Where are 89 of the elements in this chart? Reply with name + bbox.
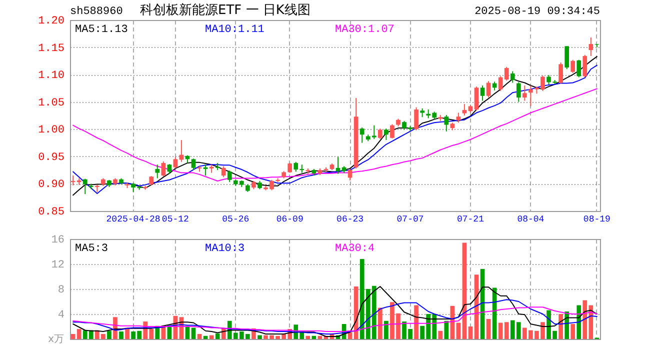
x-tick-label: 2025-04-28 (106, 214, 160, 224)
candlestick (155, 164, 160, 179)
x-tick-label: 08-19 (583, 214, 610, 224)
bar (486, 319, 491, 339)
candlestick (510, 70, 515, 84)
candlestick (570, 59, 576, 74)
candlestick (480, 84, 485, 102)
candlestick (82, 178, 88, 195)
bar (191, 328, 196, 339)
bar (456, 322, 461, 339)
x-tick-label: 06-23 (336, 214, 364, 224)
text: MA5:3 (75, 243, 108, 255)
text: MA5:1.13 (75, 24, 128, 36)
text: MA30:1.07 (335, 24, 394, 36)
bar (450, 306, 455, 339)
candlestick (390, 124, 394, 139)
bar (570, 324, 576, 339)
bar (378, 308, 382, 339)
y-axis-title: x万 (48, 334, 64, 345)
text: MA10:1.11 (205, 24, 265, 36)
candlestick (360, 127, 364, 144)
candlestick (522, 84, 527, 102)
y-tick-label: 1.00 (38, 124, 64, 137)
y-tick-label: 0.90 (38, 179, 64, 192)
candlestick (588, 36, 594, 57)
candlestick (173, 156, 178, 169)
candlestick (384, 128, 388, 141)
line-series (72, 286, 598, 337)
bar (306, 336, 310, 339)
candlestick (167, 164, 172, 174)
y-tick-label: 0.95 (38, 152, 64, 164)
bar (119, 332, 124, 339)
x-tick-label: 07-07 (396, 214, 424, 224)
x-tick-label: 06-09 (276, 214, 304, 224)
x-tick-label: 05-12 (162, 214, 189, 224)
candlestick (474, 86, 479, 112)
y-tick-label: 1.05 (38, 97, 64, 110)
bar (576, 305, 582, 339)
candlestick (444, 114, 449, 132)
bar (70, 334, 76, 339)
bar (558, 314, 563, 339)
candlestick (191, 158, 196, 171)
line-series (72, 88, 598, 182)
candlestick (288, 162, 292, 174)
candlestick (564, 46, 569, 70)
candlestick (378, 128, 382, 140)
y-tick-label: 1.10 (38, 70, 64, 82)
x-tick-label: 08-04 (517, 214, 544, 224)
candlestick (486, 80, 491, 98)
bar (444, 320, 449, 339)
candlestick (528, 84, 533, 107)
chart-title: 科创板新能源ETF 一 日K线图 (140, 3, 310, 18)
bar (414, 305, 418, 339)
y-tick-label: 8 (58, 284, 64, 296)
y-tick-label: 4 (58, 310, 65, 322)
x-tick-label: 07-21 (456, 214, 484, 224)
candlestick (582, 54, 588, 78)
x-tick-label: 05-26 (222, 214, 250, 224)
candlestick (161, 160, 166, 178)
bar (215, 333, 220, 339)
candlestick (348, 168, 352, 181)
y-tick-label: 1.15 (38, 42, 64, 55)
bar (384, 320, 388, 339)
bar (167, 326, 172, 339)
y-tick-label: 16 (51, 234, 64, 246)
candlestick (221, 166, 226, 178)
text: MA30:4 (335, 243, 376, 255)
bar (468, 326, 473, 339)
y-tick-label: 1.20 (38, 16, 64, 28)
bar (197, 334, 202, 339)
candlestick (576, 59, 582, 78)
candlestick (462, 104, 467, 116)
text: 2025-08-19 09:34:45 (474, 6, 600, 18)
bar (258, 335, 262, 339)
y-tick-label: 12 (51, 260, 64, 272)
line-series (72, 306, 598, 332)
line-series (72, 299, 598, 334)
y-tick-label: 0.85 (38, 206, 64, 218)
bar (438, 330, 443, 339)
bar (107, 330, 112, 339)
candlestick (414, 106, 418, 131)
candlestick (456, 112, 461, 124)
candlestick (516, 82, 521, 102)
text: MA10:3 (205, 243, 245, 255)
bar (76, 329, 82, 339)
chart-subtitle: sh588960 (70, 6, 123, 18)
candlestick (149, 176, 154, 186)
candlestick (227, 170, 232, 183)
candlestick (558, 62, 563, 84)
